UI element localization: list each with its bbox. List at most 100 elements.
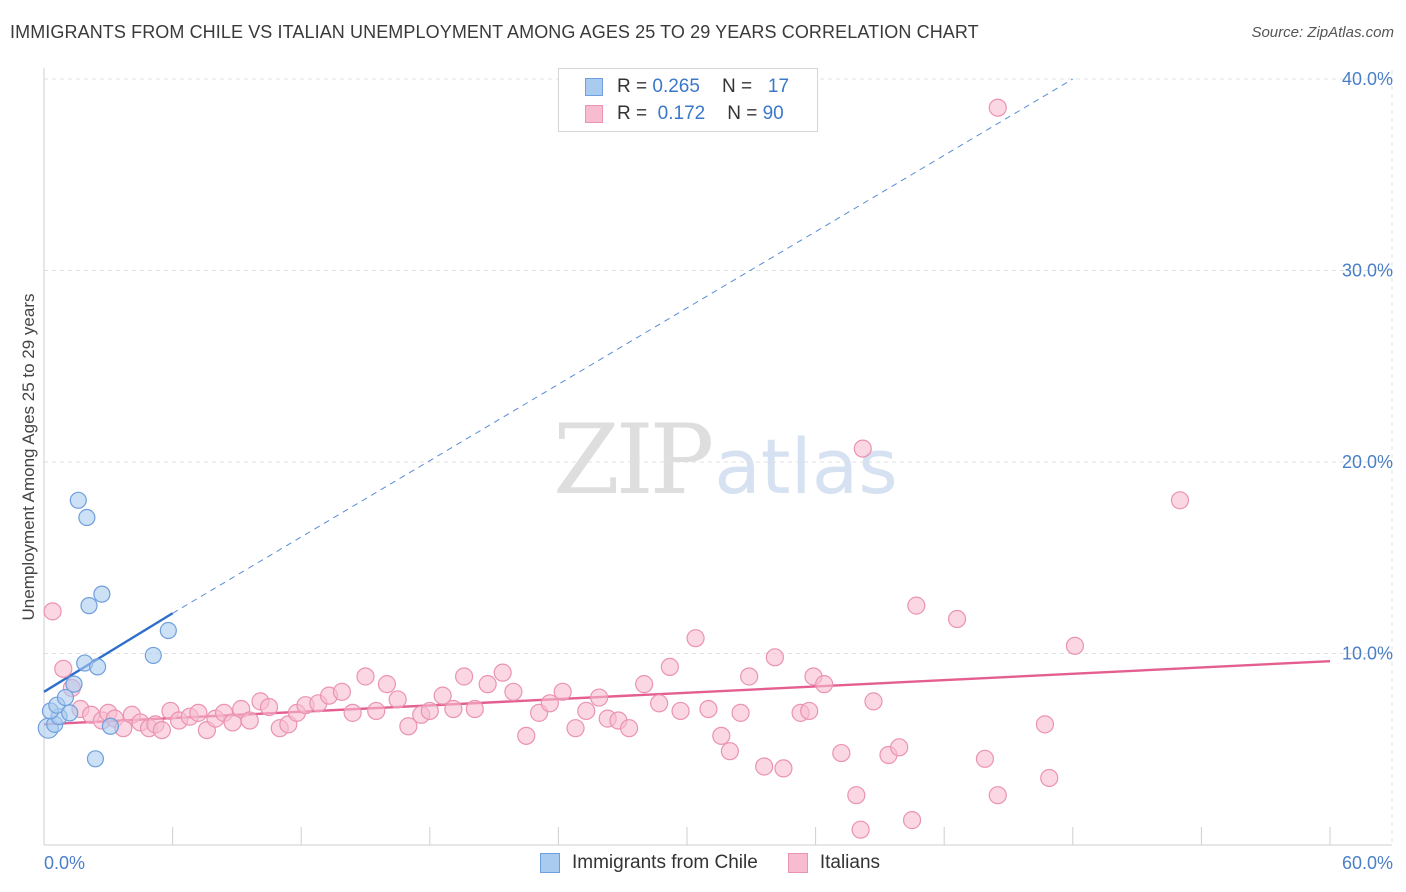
chile-point: [159, 621, 177, 640]
legend-r-value: 0.172: [657, 103, 706, 124]
series-label-italians: Italians: [819, 852, 881, 873]
trend-lines: [43, 78, 1331, 726]
italian-point: [504, 682, 523, 701]
italian-point: [420, 701, 439, 721]
chile-point: [93, 585, 111, 603]
italian-point: [399, 717, 418, 736]
italian-point: [650, 694, 669, 713]
italian-point: [433, 686, 452, 705]
source-label: Source: ZipAtlas.com: [1251, 24, 1394, 41]
italian-point: [444, 699, 463, 719]
italian-point: [553, 682, 572, 701]
y-tick-label: 20.0%: [1342, 452, 1393, 472]
chile-point: [80, 597, 98, 615]
chile-trend-line: [43, 612, 174, 693]
y-axis-label: Unemployment Among Ages 25 to 29 years: [19, 294, 38, 621]
italian-point: [699, 699, 718, 719]
italian-point: [902, 811, 922, 830]
x-tick-label: 60.0%: [1342, 853, 1393, 873]
italian-point: [332, 682, 352, 701]
italian-point: [765, 648, 784, 667]
italian-point: [975, 749, 995, 768]
legend-r-value: 0.265: [652, 76, 700, 97]
legend-n-value: 17: [767, 76, 790, 97]
italian-point: [720, 742, 739, 761]
italian-point: [465, 699, 484, 719]
chile-point: [61, 704, 79, 722]
italian-point: [367, 701, 386, 721]
series-legend-item-chile: Immigrants from Chile: [540, 852, 758, 874]
italian-point: [988, 98, 1007, 117]
stats-legend: R = 0.265 N = 17 R = 0.172 N = 90: [558, 68, 818, 132]
italian-point: [712, 726, 731, 745]
italian-point: [815, 675, 834, 694]
italian-point: [343, 703, 362, 722]
italian-point: [620, 719, 639, 738]
italian-point: [356, 667, 375, 686]
y-tick-label: 40.0%: [1342, 69, 1393, 89]
italian-point: [377, 675, 397, 694]
chile-trend-line-extended: [172, 78, 1074, 614]
legend-swatch-italians: [585, 105, 603, 123]
italian-point: [566, 719, 585, 738]
italian-point: [864, 692, 883, 711]
italian-point: [740, 667, 759, 686]
italian-point: [517, 726, 536, 745]
italian-point: [686, 629, 705, 648]
data-points: [37, 98, 1190, 839]
italian-point: [832, 743, 851, 763]
italian-point: [1170, 491, 1190, 510]
watermark: ZIPatlas: [553, 404, 898, 516]
series-swatch-chile: [540, 853, 560, 873]
legend-r-label: R =: [617, 76, 648, 97]
italian-point: [540, 694, 559, 713]
legend-n-value: 90: [762, 103, 784, 124]
series-legend: Immigrants from Chile Italians: [540, 852, 910, 874]
italian-point: [1040, 768, 1059, 788]
italian-point: [454, 667, 474, 686]
y-tick-label: 30.0%: [1342, 261, 1393, 281]
watermark-zip: ZIP: [553, 404, 714, 516]
italian-point: [1065, 636, 1085, 655]
chile-point: [86, 750, 105, 768]
chile-point: [144, 646, 162, 665]
italian-point: [660, 657, 679, 677]
italian-point: [189, 703, 208, 722]
legend-n-label: N =: [721, 76, 753, 97]
italian-point: [152, 720, 171, 740]
x-tick-label: 0.0%: [44, 853, 85, 873]
chile-point: [65, 675, 83, 693]
axis-labels: 10.0% 20.0% 30.0% 40.0% 0.0% 60.0% Unemploymen…: [19, 69, 1393, 873]
italian-point: [259, 698, 279, 717]
series-swatch-italians: [787, 853, 808, 873]
italian-point: [1035, 715, 1055, 734]
italian-point: [851, 820, 870, 839]
legend-swatch-chile: [585, 78, 603, 96]
italian-point: [988, 786, 1007, 805]
watermark-atlas: atlas: [714, 422, 898, 511]
chile-point: [101, 717, 120, 735]
italian-point: [240, 711, 259, 730]
legend-row-italians: R = 0.172 N = 90: [585, 101, 784, 127]
legend-r-label: R =: [617, 103, 648, 124]
chile-point: [69, 491, 87, 509]
italian-point: [388, 690, 407, 709]
italian-point: [577, 701, 596, 721]
y-tick-label: 10.0%: [1342, 644, 1393, 664]
italian-point: [478, 675, 497, 694]
italian-point: [800, 701, 819, 721]
chile-point: [88, 658, 107, 676]
italian-point: [731, 703, 750, 722]
italian-point: [671, 701, 690, 721]
italian-point: [774, 759, 793, 778]
legend-n-label: N =: [727, 103, 758, 124]
italian-point: [493, 663, 512, 682]
italian-point: [54, 659, 73, 678]
chart-title: IMMIGRANTS FROM CHILE VS ITALIAN UNEMPLO…: [10, 22, 979, 42]
series-legend-item-italians: Italians: [787, 852, 881, 874]
italian-point: [43, 602, 62, 621]
italian-point: [755, 757, 774, 776]
italian-point: [947, 609, 967, 629]
italian-point: [590, 688, 609, 707]
